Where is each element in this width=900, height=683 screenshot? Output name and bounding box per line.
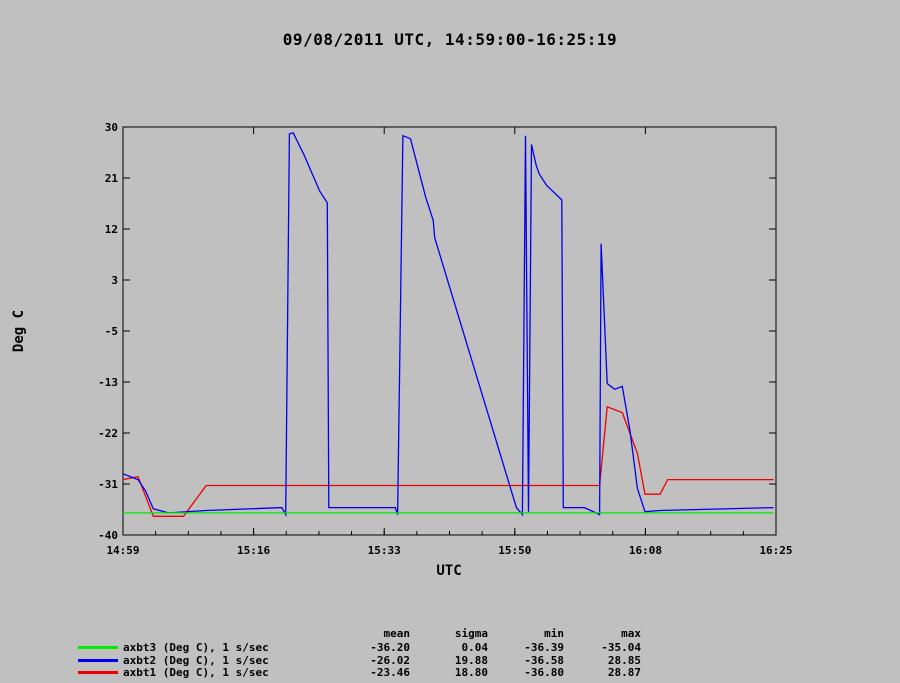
x-tick-label: 14:59 (106, 544, 139, 557)
y-tick-label: -22 (98, 427, 118, 440)
y-tick-label: -13 (98, 376, 118, 389)
series-line-axbt2 (122, 132, 774, 518)
y-tick-label: -40 (98, 529, 118, 542)
y-tick-label: 3 (111, 274, 118, 287)
x-tick-label: 15:33 (368, 544, 401, 557)
y-tick-label: 30 (105, 121, 118, 134)
y-tick-label: 12 (105, 223, 118, 236)
series-layer (122, 132, 774, 518)
x-tick-label: 16:08 (629, 544, 662, 557)
chart-title: 09/08/2011 UTC, 14:59:00-16:25:19 (283, 30, 617, 49)
series-line-axbt1 (122, 405, 774, 517)
y-tick-label: -5 (105, 325, 118, 338)
y-tick-label: -31 (98, 478, 118, 491)
y-tick-label: 21 (105, 172, 119, 185)
x-tick-label: 15:16 (237, 544, 270, 557)
x-axis-label: UTC (436, 563, 461, 579)
y-axis-label: Deg C (11, 310, 27, 352)
plot-area (122, 126, 777, 536)
y-axis: 30 21 12 3 -5 -13 -22 -31 -40 (98, 121, 776, 542)
x-tick-label: 16:25 (759, 544, 792, 557)
x-axis: 14:59 15:16 15:33 15:50 16:08 16:25 (106, 127, 793, 557)
x-tick-label: 15:50 (498, 544, 531, 557)
